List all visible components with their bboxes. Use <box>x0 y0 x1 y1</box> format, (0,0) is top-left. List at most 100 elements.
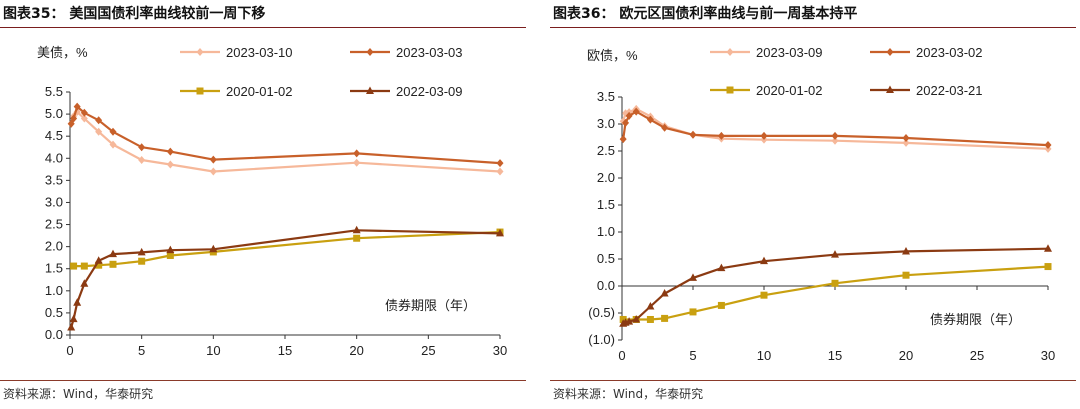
y-tick-label: 2.5 <box>597 143 615 158</box>
data-point <box>646 315 654 323</box>
data-point <box>619 135 627 144</box>
data-point <box>625 111 633 120</box>
y-tick-label: 5.5 <box>45 84 63 99</box>
data-point <box>353 158 361 167</box>
data-point <box>632 314 641 323</box>
source-note: 资料来源：Wind，华泰研究 <box>553 387 704 401</box>
data-point <box>138 156 146 165</box>
data-point <box>366 48 374 56</box>
data-point <box>67 322 76 331</box>
legend-label: 2022-03-21 <box>916 83 983 98</box>
series-2020-01-02 <box>70 228 504 270</box>
data-point <box>209 167 217 176</box>
x-tick-label: 20 <box>899 348 913 363</box>
y-tick-label: 3.5 <box>45 172 63 187</box>
y-tick-label: 1.5 <box>45 261 63 276</box>
data-point <box>660 289 669 297</box>
data-point <box>1044 141 1052 150</box>
legend-label: 2020-01-02 <box>226 84 293 99</box>
data-point <box>831 250 839 258</box>
data-point <box>689 273 697 281</box>
data-point <box>67 119 75 128</box>
legend-entry: 2022-03-09 <box>350 84 463 99</box>
data-point <box>73 102 81 111</box>
legend-label: 2023-03-10 <box>226 45 293 60</box>
data-point <box>69 314 78 323</box>
x-tick-label: 30 <box>1041 348 1055 363</box>
data-point <box>109 127 117 136</box>
y-tick-label: 1.0 <box>45 283 63 298</box>
x-tick-label: 25 <box>970 348 984 363</box>
data-point <box>70 262 78 270</box>
data-point <box>902 246 910 255</box>
legend-entry: 2023-03-10 <box>180 45 293 60</box>
data-point <box>209 244 218 253</box>
y-tick-label: 0.0 <box>45 327 63 342</box>
data-point <box>632 107 640 116</box>
data-point <box>625 317 634 325</box>
data-point <box>646 302 655 310</box>
data-point <box>717 263 726 272</box>
data-point <box>902 134 910 143</box>
y-tick-label: 0.0 <box>597 278 615 293</box>
data-point <box>661 314 669 322</box>
x-tick-label: 20 <box>349 343 363 358</box>
bottom-divider <box>0 380 526 381</box>
legend-entry: 2022-03-21 <box>870 83 983 98</box>
series-line <box>73 231 501 268</box>
data-point <box>94 256 103 264</box>
data-point <box>166 160 174 169</box>
x-tick-label: 5 <box>689 348 696 363</box>
data-point <box>760 131 768 140</box>
figure-title: 图表36： 欧元区国债利率曲线与前一周基本持平 <box>553 6 858 22</box>
series-line <box>70 110 501 173</box>
data-point <box>138 257 146 265</box>
y-tick-label: (1.0) <box>588 332 615 347</box>
data-point <box>80 108 88 117</box>
x-tick-label: 25 <box>421 343 435 358</box>
y-tick-label: 1.0 <box>597 224 615 239</box>
data-point <box>209 155 217 164</box>
y-tick-label: (0.5) <box>588 305 615 320</box>
series-line <box>623 265 1049 321</box>
figure-title: 图表35： 美国国债利率曲线较前一周下移 <box>3 6 266 22</box>
y-tick-label: 5.0 <box>45 106 63 121</box>
data-point <box>831 131 839 140</box>
data-point <box>95 127 103 136</box>
data-point <box>196 48 204 56</box>
x-tick-label: 5 <box>138 343 145 358</box>
data-point <box>73 298 82 306</box>
data-point <box>622 118 630 127</box>
data-point <box>689 308 697 316</box>
y-tick-label: 3.5 <box>597 89 615 104</box>
chart-panel-us: 图表35： 美国国债利率曲线较前一周下移 0.0 0.5 1.0 1.5 2.0 2.5 3… <box>0 0 530 409</box>
data-point <box>166 147 174 156</box>
y-tick-label: 3.0 <box>597 116 615 131</box>
x-tick-label: 15 <box>278 343 292 358</box>
legend-label: 2023-03-09 <box>756 45 823 60</box>
legend-entry: 2020-01-02 <box>710 83 823 98</box>
data-point <box>717 301 725 309</box>
eu-yield-curve-chart: (1.0) (0.5) 0.0 0.5 1.0 1.5 2.0 2.5 3.0 3.5 0 5 10 15… <box>587 45 1055 363</box>
data-point <box>886 85 894 93</box>
data-point <box>726 86 734 94</box>
x-tick-label: 10 <box>757 348 771 363</box>
data-point <box>109 249 117 258</box>
y-tick-label: 3.0 <box>45 194 63 209</box>
series-2023-03-03 <box>67 102 504 168</box>
series-2023-03-09 <box>619 104 1052 153</box>
legend-label: 2022-03-09 <box>396 84 463 99</box>
data-point <box>902 271 910 279</box>
series-2022-03-21 <box>619 244 1052 327</box>
y-tick-label: 0.5 <box>45 305 63 320</box>
legend-label: 2023-03-03 <box>396 45 463 60</box>
data-point <box>80 262 88 270</box>
x-tick-label: 10 <box>206 343 220 358</box>
y-tick-label: 0.5 <box>597 251 615 266</box>
legend-entry: 2023-03-03 <box>350 45 463 60</box>
data-point <box>1044 244 1052 252</box>
x-tick-label: 15 <box>828 348 842 363</box>
us-yield-curve-chart: 0.0 0.5 1.0 1.5 2.0 2.5 3.0 3.5 4.0 4.5 5.0 5.5 0 5 10… <box>37 45 507 358</box>
data-point <box>353 149 361 158</box>
data-point <box>109 140 117 149</box>
